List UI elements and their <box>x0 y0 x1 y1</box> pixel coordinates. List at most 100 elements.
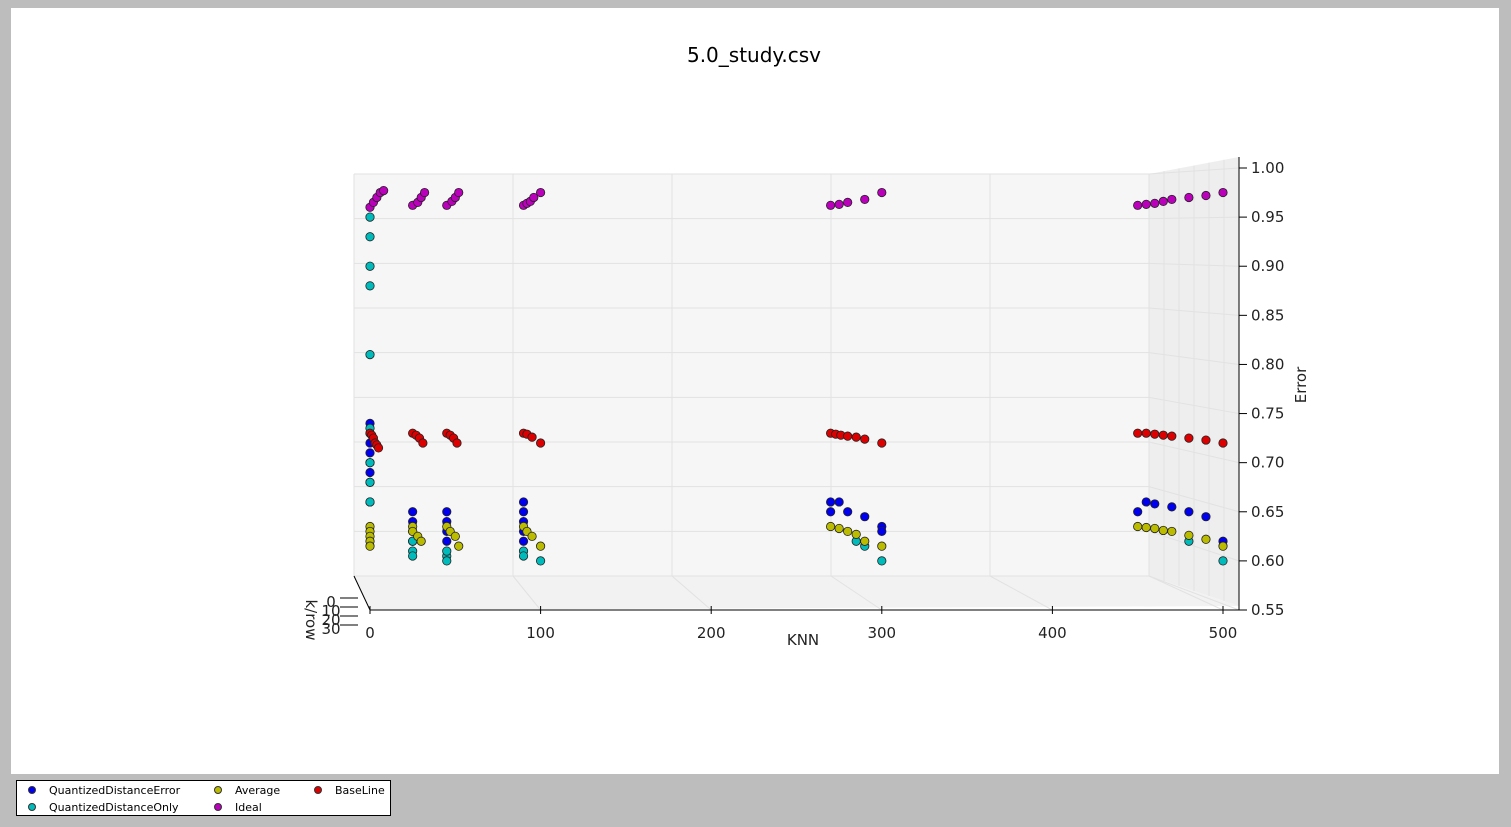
data-point <box>518 536 529 546</box>
floor-pane <box>354 576 1239 610</box>
data-point <box>1184 433 1194 443</box>
z-tick-label: 0.85 <box>1251 306 1284 324</box>
data-point <box>1218 438 1228 448</box>
data-point <box>1133 521 1143 532</box>
y-axis-label: k/row <box>302 599 320 640</box>
series-ideal <box>365 185 1228 212</box>
data-point <box>834 523 844 534</box>
axis-lines <box>353 157 1240 611</box>
data-point <box>1167 502 1177 512</box>
data-point <box>442 507 452 517</box>
z-tick-label: 0.75 <box>1251 405 1284 423</box>
data-point <box>843 431 853 441</box>
data-point <box>379 185 389 196</box>
data-point <box>416 536 426 546</box>
data-point <box>1201 512 1211 522</box>
data-point <box>365 448 375 458</box>
data-point <box>408 507 418 517</box>
z-tick-label: 0.55 <box>1251 601 1284 619</box>
data-point <box>851 529 861 539</box>
z-tick-label: 0.70 <box>1251 454 1284 472</box>
data-point <box>877 438 887 448</box>
data-point <box>442 556 452 566</box>
data-point <box>1167 194 1177 205</box>
data-point <box>365 477 375 487</box>
data-point <box>826 200 836 210</box>
data-point <box>365 350 375 360</box>
series-baseline <box>365 428 1228 453</box>
data-point <box>518 497 529 507</box>
legend-marker <box>28 786 36 794</box>
data-point <box>877 556 887 566</box>
data-point <box>373 443 384 453</box>
data-point <box>843 526 853 537</box>
data-point <box>1150 429 1160 439</box>
data-point <box>834 199 844 209</box>
data-point <box>518 507 529 517</box>
data-point <box>843 197 853 207</box>
y-axis-line <box>353 575 371 611</box>
legend-item-quantized-distance-error: QuantizedDistanceError <box>28 782 180 798</box>
data-point <box>365 541 375 551</box>
z-tick-label: 0.65 <box>1251 503 1284 521</box>
data-point <box>1158 196 1168 206</box>
data-point <box>365 232 375 242</box>
data-point <box>452 438 462 448</box>
data-point <box>454 541 464 551</box>
data-point <box>860 434 870 444</box>
legend-marker <box>28 803 36 811</box>
data-point <box>419 187 430 198</box>
data-point <box>860 194 870 205</box>
data-point <box>1218 187 1228 198</box>
data-point <box>851 432 861 442</box>
data-point <box>1133 200 1143 210</box>
legend-label: QuantizedDistanceError <box>49 783 181 797</box>
series-average <box>365 521 1228 551</box>
data-point <box>518 551 529 561</box>
data-point <box>535 187 546 198</box>
legend-marker <box>214 803 222 811</box>
data-point <box>535 438 546 448</box>
data-point <box>1150 198 1160 208</box>
data-point <box>450 531 460 541</box>
data-point <box>1150 499 1160 509</box>
x-tick-label: 400 <box>1038 624 1067 642</box>
side-grid-line <box>1148 575 1240 611</box>
data-point <box>535 541 546 551</box>
floor-grid-line <box>830 575 883 611</box>
data-point <box>442 536 452 546</box>
y-tick-label: 10 <box>321 602 340 620</box>
x-tick-label: 500 <box>1209 624 1238 642</box>
legend-label: QuantizedDistanceOnly <box>49 800 179 814</box>
y-tick-label: 30 <box>321 620 340 638</box>
data-point <box>1141 199 1151 209</box>
data-point <box>1167 526 1177 537</box>
legend-label: Average <box>235 783 281 797</box>
floor-grid-line <box>1148 575 1224 611</box>
data-point <box>877 187 887 198</box>
data-point <box>365 458 375 468</box>
chart-3d-scatter: 5.0_study.csv 0 100 200 300 400 5000.550.600.… <box>302 43 1310 649</box>
legend-marker <box>314 786 322 794</box>
tick-labels: 0 100 200 300 400 5000.550.600.650.700.750.80… <box>321 159 1284 642</box>
x-axis-label: KNN <box>787 631 819 649</box>
legend-item-baseline: BaseLine <box>314 782 385 798</box>
y-tick-label: 20 <box>321 611 340 629</box>
data-point <box>365 497 375 507</box>
figure-canvas: 5.0_study.csv 0 100 200 300 400 500 0.55 0.60 0.… <box>11 8 1499 774</box>
data-point <box>826 497 836 507</box>
data-point <box>1141 497 1151 507</box>
data-point <box>1158 525 1168 536</box>
data-point <box>454 187 464 198</box>
legend-label: Ideal <box>235 800 262 814</box>
data-point <box>877 526 887 537</box>
data-point <box>860 536 870 546</box>
data-point <box>1201 435 1211 445</box>
chart-title: 5.0_study.csv <box>687 43 821 67</box>
data-point <box>535 556 546 566</box>
back-pane <box>354 174 1149 576</box>
data-point <box>442 546 452 556</box>
data-point <box>834 497 844 507</box>
data-point <box>527 531 537 541</box>
data-point <box>1167 431 1177 441</box>
